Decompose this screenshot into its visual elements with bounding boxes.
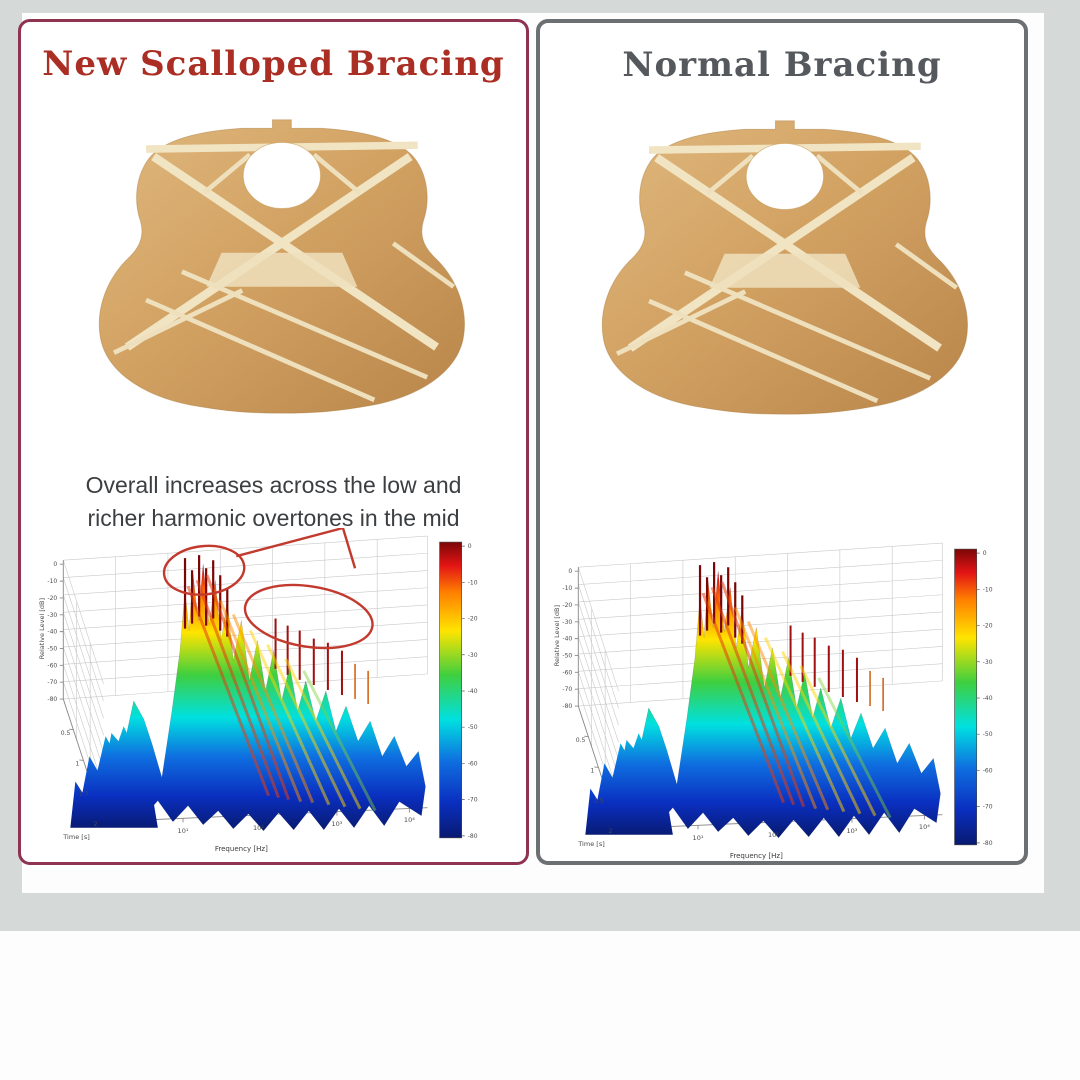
- time-axis-label: Time [s]: [62, 833, 90, 841]
- z-tick: -80: [562, 703, 572, 710]
- freq-axis-label: Frequency [Hz]: [215, 844, 268, 853]
- colorbar-tick: -40: [983, 695, 993, 702]
- z-tick: -10: [562, 585, 572, 592]
- freq-tick: 10³: [846, 827, 857, 835]
- colorbar-tick: -60: [983, 767, 993, 774]
- freq-axis-ticks: 10¹ 10² 10³ 10⁴: [178, 816, 416, 835]
- plot-graphic: [573, 541, 982, 847]
- colorbar-tick: -80: [983, 840, 993, 847]
- colorbar-tick: -50: [468, 724, 478, 731]
- z-tick: -70: [47, 679, 57, 686]
- freq-tick: 10¹: [693, 834, 704, 842]
- caption-line-1: Overall increases across the low and: [85, 472, 462, 498]
- freq-tick: 10²: [253, 824, 264, 832]
- colorbar-tick: -20: [468, 616, 478, 623]
- freq-tick: 10⁴: [404, 816, 415, 824]
- scalloped-bracing-diagram: [89, 100, 471, 416]
- colorbar-tick: -40: [468, 688, 478, 695]
- colorbar-tick: -10: [468, 579, 478, 586]
- z-tick: 0: [568, 568, 572, 575]
- time-tick: 0.5: [61, 730, 71, 737]
- z-tick: -50: [47, 646, 57, 653]
- colorbar-tick: 0: [983, 550, 987, 557]
- time-axis-ticks: 0.5 1 1.5 2: [576, 737, 613, 835]
- time-axis-label: Time [s]: [577, 840, 605, 848]
- colorbar-tick: -50: [983, 731, 993, 738]
- freq-tick: 10¹: [178, 827, 189, 835]
- z-tick: -50: [562, 653, 572, 660]
- freq-tick: 10⁴: [919, 823, 930, 831]
- colorbar-tick: -70: [983, 804, 993, 811]
- normal-bracing-diagram: [592, 101, 974, 417]
- bottom-gray-band: [0, 893, 1080, 931]
- colorbar-tick: -20: [983, 623, 993, 630]
- colorbar-tick-labels: 0 -10 -20 -30 -40 -50 -60 -70 -80: [468, 543, 478, 840]
- panel-title-right: Normal Bracing: [622, 45, 942, 85]
- freq-tick: 10²: [768, 831, 779, 839]
- z-tick: -40: [562, 636, 572, 643]
- z-tick: -70: [562, 686, 572, 693]
- caption-text: Overall increases across the low and ric…: [21, 469, 526, 535]
- colorbar-tick-labels: 0 -10 -20 -30 -40 -50 -60 -70 -80: [983, 550, 993, 847]
- level-axis-label: Relative Level [dB]: [553, 605, 561, 666]
- z-tick: -20: [562, 602, 572, 609]
- colorbar-tick: -10: [983, 586, 993, 593]
- colorbar-tick: -30: [468, 652, 478, 659]
- time-tick: 1.5: [79, 791, 89, 798]
- time-tick: 1.5: [594, 798, 604, 805]
- panel-scalloped-bracing: New Scalloped Bracing Overall increases …: [18, 19, 529, 865]
- z-axis-ticks: 0 -10 -20 -30 -40 -50 -60 -70 -80: [562, 568, 572, 710]
- colorbar-tick: -30: [983, 659, 993, 666]
- z-tick: -10: [47, 578, 57, 585]
- freq-tick: 10³: [331, 820, 342, 828]
- z-tick: -80: [47, 696, 57, 703]
- panel-title-left: New Scalloped Bracing: [42, 44, 505, 84]
- freq-axis-ticks: 10¹ 10² 10³ 10⁴: [693, 823, 931, 842]
- colorbar-tick: -60: [468, 760, 478, 767]
- level-axis-label: Relative Level [dB]: [38, 598, 46, 659]
- z-tick: -60: [562, 669, 572, 676]
- z-tick: -40: [47, 629, 57, 636]
- z-tick: -30: [562, 619, 572, 626]
- spectrogram-chart-scalloped: 0 -10 -20 -30 -40 -50 -60 -70 -80 0.5 1 …: [38, 528, 478, 853]
- annotation-callout: [162, 528, 374, 650]
- colorbar-tick: -80: [468, 833, 478, 840]
- time-axis-ticks: 0.5 1 1.5 2: [61, 730, 98, 828]
- plot-graphic: [58, 534, 467, 840]
- z-tick: 0: [53, 561, 57, 568]
- freq-axis-label: Frequency [Hz]: [730, 851, 783, 860]
- colorbar-tick: 0: [468, 543, 472, 550]
- time-tick: 2: [609, 828, 613, 835]
- time-tick: 1: [76, 760, 80, 767]
- z-tick: -30: [47, 612, 57, 619]
- colorbar-tick: -70: [468, 797, 478, 804]
- time-tick: 1: [591, 767, 595, 774]
- z-tick: -60: [47, 662, 57, 669]
- z-axis-ticks: 0 -10 -20 -30 -40 -50 -60 -70 -80: [47, 561, 57, 703]
- caption-line-2: richer harmonic overtones in the mid: [87, 505, 460, 531]
- time-tick: 0.5: [576, 737, 586, 744]
- bottom-white-area: [0, 931, 1080, 1080]
- panel-normal-bracing: Normal Bracing 0 -10 -20 -30 -40 -50 -60…: [536, 19, 1028, 865]
- z-tick: -20: [47, 595, 57, 602]
- spectrogram-chart-normal: 0 -10 -20 -30 -40 -50 -60 -70 -80 0.5 1 …: [553, 541, 993, 860]
- time-tick: 2: [94, 821, 98, 828]
